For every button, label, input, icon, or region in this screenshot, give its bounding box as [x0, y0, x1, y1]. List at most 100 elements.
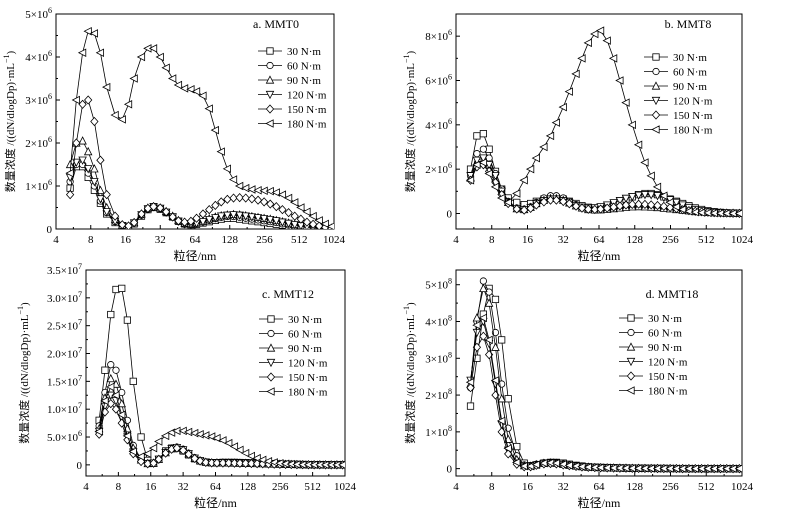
data-point [201, 457, 210, 467]
data-point [183, 427, 193, 437]
data-point [154, 437, 163, 446]
data-point [490, 182, 500, 192]
data-point [283, 193, 293, 203]
data-point [124, 221, 133, 229]
data-point [201, 431, 210, 440]
data-point [118, 284, 126, 292]
data-point [615, 76, 624, 85]
x-axis-label: 粒径/nm [578, 248, 621, 263]
x-tick-label: 256 [256, 234, 273, 246]
data-point [117, 115, 126, 124]
data-point [546, 195, 555, 205]
data-point [117, 418, 126, 428]
legend-marker [265, 90, 275, 100]
data-point [659, 201, 668, 211]
y-tick-label: 5×106 [25, 6, 52, 21]
data-point [247, 213, 257, 222]
data-point [472, 160, 481, 169]
data-point [473, 132, 481, 140]
data-point [677, 205, 687, 214]
data-point [284, 219, 293, 229]
x-tick-label: 256 [662, 234, 679, 246]
data-point [168, 212, 177, 222]
data-point [627, 120, 636, 130]
legend-label: 120 N·m [288, 358, 328, 370]
data-point [479, 277, 487, 285]
data-point [577, 54, 586, 63]
x-tick-label: 1024 [323, 234, 346, 246]
data-point [186, 84, 195, 94]
data-point [223, 211, 232, 220]
legend-label: 150 N·m [673, 110, 713, 122]
data-point [583, 38, 592, 48]
data-point [472, 156, 482, 165]
y-tick-label: 2×108 [425, 387, 452, 402]
y-tick-label: 1.0×107 [47, 401, 82, 416]
data-point [263, 456, 273, 466]
series-group [465, 26, 742, 219]
data-point [640, 191, 650, 200]
data-point [94, 427, 103, 436]
data-point [110, 110, 119, 120]
y-tick-label: 5.0×106 [47, 429, 82, 444]
y-axis-label: 数量浓度 /((dN/dlogDp)·mL−1) [402, 50, 417, 192]
data-point [503, 198, 512, 207]
y-tick-label: 3×108 [425, 350, 452, 365]
data-point [266, 199, 275, 209]
legend-marker [266, 358, 276, 368]
data-point [571, 201, 581, 211]
data-point [478, 313, 487, 323]
data-point [174, 216, 183, 226]
data-point [78, 99, 87, 109]
y-tick-label: 2×106 [25, 135, 52, 150]
legend-entry: 180 N·m [259, 387, 328, 399]
data-point [259, 215, 269, 224]
legend-entry: 90 N·m [619, 342, 682, 354]
data-point [217, 197, 226, 207]
data-point [195, 429, 204, 439]
data-point [479, 331, 488, 341]
legend-label: 120 N·m [673, 96, 713, 108]
data-point [672, 198, 681, 208]
y-tick-label: 0 [447, 464, 453, 476]
legend-entry: 120 N·m [258, 90, 327, 102]
data-point [192, 213, 201, 223]
data-point [102, 190, 111, 200]
data-point [186, 216, 196, 226]
y-tick-label: 2.0×107 [47, 346, 82, 361]
x-tick-label: 128 [627, 234, 644, 246]
legend-marker [627, 314, 635, 322]
x-tick-label: 32 [558, 234, 569, 246]
data-point [137, 209, 146, 219]
data-point [222, 164, 231, 174]
data-point [465, 377, 475, 387]
series-group [465, 277, 742, 474]
legend-label: 60 N·m [673, 67, 707, 79]
legend-label: 150 N·m [288, 372, 328, 384]
x-tick-label: 4 [453, 481, 459, 493]
data-point [545, 131, 555, 141]
legend-label: 120 N·m [287, 90, 327, 102]
data-point [734, 209, 742, 218]
data-point [320, 219, 329, 229]
data-point [278, 205, 287, 215]
data-point [173, 80, 183, 90]
data-point [472, 320, 481, 330]
data-point [571, 69, 580, 79]
data-point [290, 198, 299, 207]
x-tick-label: 16 [522, 481, 534, 493]
data-point [472, 328, 482, 338]
data-point [621, 200, 631, 210]
data-point [102, 208, 111, 217]
data-point [77, 48, 87, 57]
data-point [512, 204, 521, 214]
data-point [532, 200, 541, 210]
data-point [577, 203, 587, 213]
data-point [128, 447, 137, 456]
series-group [65, 26, 334, 229]
data-point [122, 431, 131, 441]
data-point [229, 442, 239, 451]
data-point [253, 214, 263, 223]
legend-label: 30 N·m [288, 314, 322, 326]
legend-entry: 150 N·m [619, 371, 688, 383]
